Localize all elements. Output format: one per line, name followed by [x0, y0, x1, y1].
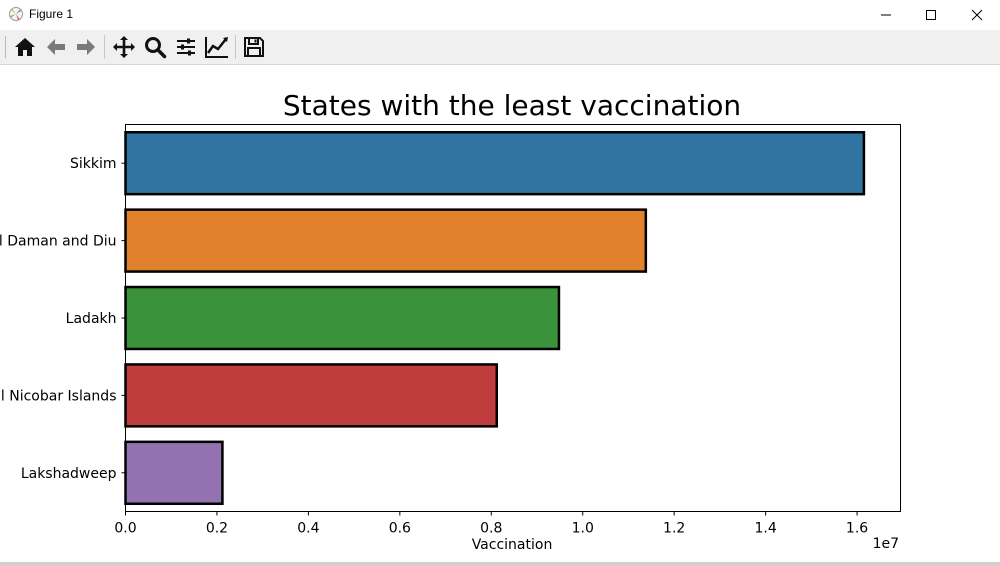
x-tick-label: 0.4	[297, 521, 319, 537]
x-tick-label: 0.6	[389, 521, 411, 537]
matplotlib-app-icon	[8, 6, 24, 22]
home-button[interactable]	[11, 33, 39, 61]
chart-title: States with the least vaccination	[283, 89, 741, 122]
minimize-button[interactable]	[863, 0, 909, 30]
x-tick-label: 1.6	[846, 521, 868, 537]
minimize-icon	[881, 14, 891, 16]
edit-axis-icon	[205, 37, 228, 58]
forward-button[interactable]	[72, 33, 100, 61]
bar-lakshadweep	[124, 440, 224, 506]
pan-button[interactable]	[110, 33, 138, 61]
x-tick-label: 1.0	[572, 521, 594, 537]
x-axis-label: Vaccination	[472, 537, 553, 553]
navigation-toolbar	[0, 30, 1000, 65]
back-icon	[47, 39, 65, 55]
configure-subplots-icon	[177, 38, 195, 56]
y-tick-label: l Daman and Diu	[0, 234, 117, 250]
configure-subplots-button[interactable]	[172, 33, 200, 61]
forward-icon	[77, 39, 95, 55]
window-bottom-edge	[0, 562, 1000, 565]
x-tick-label: 0.0	[114, 521, 136, 537]
zoom-icon	[145, 37, 167, 59]
close-icon	[971, 9, 983, 21]
save-button[interactable]	[240, 33, 268, 61]
y-tick-label: l Nicobar Islands	[1, 388, 117, 404]
save-icon	[244, 37, 264, 57]
y-tick-label: Lakshadweep	[21, 466, 117, 482]
edit-axis-button[interactable]	[203, 33, 231, 61]
toolbar-separator	[104, 35, 105, 59]
maximize-button[interactable]	[908, 0, 954, 30]
x-tick-label: 1.2	[663, 521, 685, 537]
zoom-button[interactable]	[141, 33, 169, 61]
y-tick-label: Ladakh	[66, 311, 117, 327]
x-tick-label: 0.8	[480, 521, 502, 537]
toolbar-separator	[235, 35, 236, 59]
close-button[interactable]	[954, 0, 1000, 30]
y-tick-labels: Sikkim l Daman and Diu Ladakh l Nicobar Isl…	[0, 156, 126, 482]
x-tick-label: 0.2	[206, 521, 228, 537]
x-ticks: 0.0 0.2 0.4 0.6 0.8 1.0 1.2 1.4 1.6	[114, 511, 868, 537]
toolbar-grip	[5, 36, 6, 58]
maximize-icon	[926, 10, 936, 20]
home-icon	[15, 38, 35, 56]
x-tick-label: 1.4	[754, 521, 776, 537]
figure-canvas: States with the least vaccination Sikkim…	[0, 65, 1000, 562]
bar-sikkim	[124, 130, 866, 196]
bars-group	[124, 130, 866, 506]
bar-andaman-and-nicobar-islands	[124, 363, 499, 428]
back-button[interactable]	[42, 33, 70, 61]
pan-icon	[113, 36, 135, 58]
window-title: Figure 1	[29, 7, 74, 21]
title-bar: Figure 1	[0, 0, 1000, 30]
bar-dadra-and-nagar-haveli-and-daman-and-diu	[124, 208, 648, 273]
bar-ladakh	[124, 285, 561, 351]
x-offset-label: 1e7	[873, 536, 899, 552]
y-tick-label: Sikkim	[70, 156, 117, 172]
axes-frame	[125, 124, 901, 512]
